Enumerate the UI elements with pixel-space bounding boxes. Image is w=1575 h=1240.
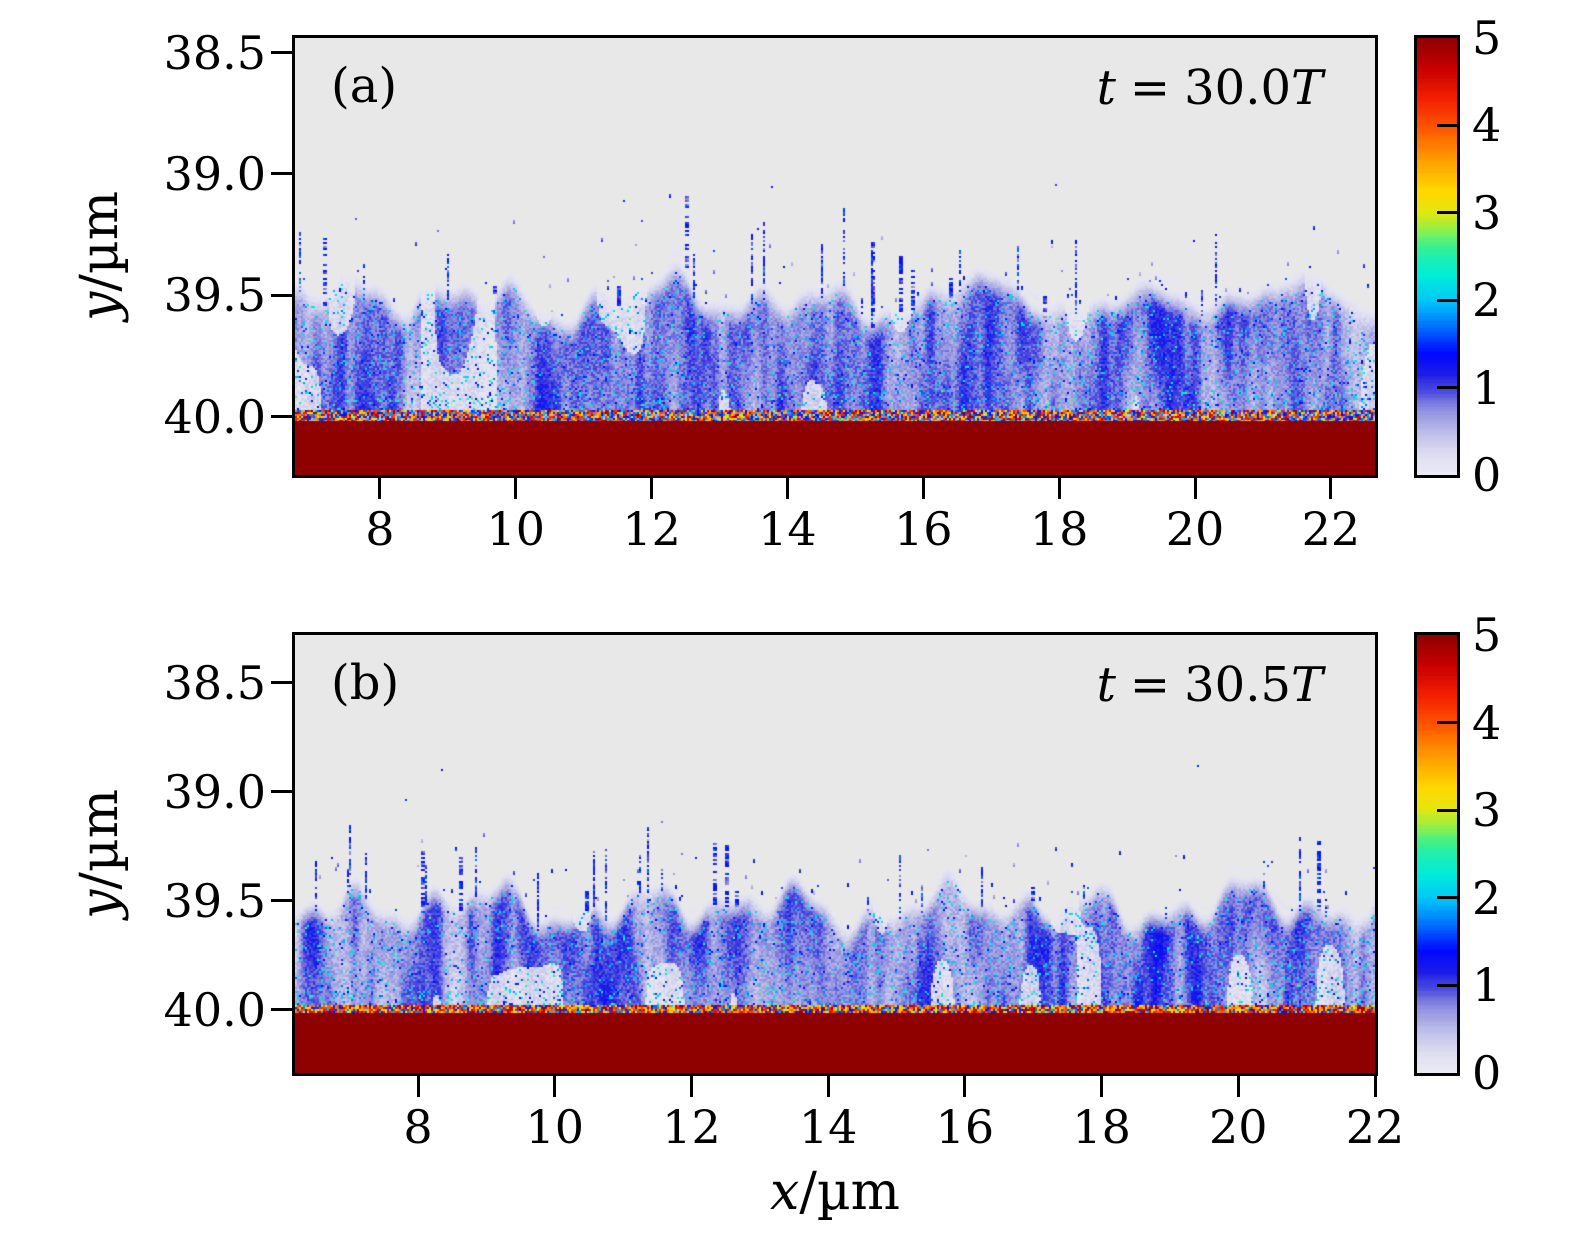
panel-b-time-annotation: t = 30.5T	[1097, 657, 1323, 713]
colorbar-label-b: 5	[1472, 608, 1502, 662]
y-tick-a	[271, 51, 292, 55]
heatmap-canvas-a	[295, 38, 1375, 475]
x-axis-unit: /µm	[799, 1162, 900, 1222]
x-tick-b	[1100, 1076, 1104, 1097]
y-tick-label-a: 39.5	[163, 268, 266, 323]
colorbar-tick-a	[1437, 386, 1460, 390]
x-tick-label-a: 22	[1301, 502, 1361, 556]
panel-a-time-annotation: t = 30.0T	[1097, 60, 1323, 116]
x-axis-var: x	[770, 1162, 800, 1222]
x-tick-label-a: 20	[1165, 502, 1225, 556]
x-tick-a	[921, 478, 925, 499]
colorbar-label-b: 3	[1472, 783, 1502, 838]
y-tick-b	[271, 899, 292, 903]
y-tick-label-b: 40.0	[163, 982, 266, 1037]
x-tick-label-a: 8	[365, 502, 395, 556]
time-value-a: 30.0	[1184, 60, 1291, 116]
x-tick-label-b: 10	[525, 1100, 585, 1154]
x-tick-b	[553, 1076, 557, 1097]
x-tick-a	[1193, 478, 1197, 499]
panel-a-label: (a)	[331, 58, 397, 114]
y-tick-a	[271, 415, 292, 419]
colorbar-canvas-a	[1417, 38, 1457, 475]
heatmap-canvas-b	[295, 635, 1375, 1073]
x-tick-a	[1329, 478, 1333, 499]
colorbar-label-a: 4	[1472, 98, 1502, 153]
colorbar-tick-b	[1437, 721, 1460, 725]
colorbar-tick-b	[1437, 983, 1460, 987]
colorbar-tick-a	[1437, 211, 1460, 215]
x-tick-label-b: 14	[798, 1100, 858, 1154]
x-tick-label-a: 12	[622, 502, 681, 556]
colorbar-b	[1414, 632, 1460, 1076]
panel-b-label-text: (b)	[331, 655, 400, 711]
panel-b-label: (b)	[331, 655, 399, 711]
y-tick-label-a: 38.5	[163, 25, 266, 80]
x-tick-b	[1373, 1076, 1377, 1097]
colorbar-label-b: 0	[1472, 1046, 1502, 1100]
colorbar-label-b: 1	[1472, 958, 1502, 1013]
x-tick-label-b: 16	[935, 1100, 995, 1154]
x-tick-a	[650, 478, 654, 499]
colorbar-label-a: 3	[1472, 185, 1502, 240]
colorbar-tick-b	[1437, 808, 1460, 812]
x-tick-label-b: 12	[662, 1100, 721, 1154]
y-tick-label-b: 39.0	[163, 764, 266, 819]
y-tick-label-b: 38.5	[163, 655, 266, 710]
y-tick-label-b: 39.5	[163, 873, 266, 928]
colorbar-label-a: 5	[1472, 11, 1502, 65]
x-tick-b	[963, 1076, 967, 1097]
time-unit-a: T	[1290, 60, 1323, 116]
x-tick-label-a: 16	[894, 502, 953, 556]
x-tick-b	[826, 1076, 830, 1097]
y-tick-label-a: 40.0	[163, 389, 266, 444]
x-tick-b	[416, 1076, 420, 1097]
time-equals-b: =	[1129, 657, 1171, 713]
x-tick-a	[1057, 478, 1061, 499]
x-tick-a	[785, 478, 789, 499]
panel-a-label-text: (a)	[331, 58, 398, 114]
panel-b-plot-area: (b) t = 30.5T	[292, 632, 1378, 1076]
x-tick-a	[514, 478, 518, 499]
x-axis-title: x/µm	[770, 1162, 900, 1222]
y-tick-label-a: 39.0	[163, 146, 266, 201]
y-tick-a	[271, 172, 292, 176]
x-tick-label-b: 8	[403, 1100, 433, 1154]
time-variable-a: t	[1096, 60, 1116, 116]
colorbar-tick-b	[1437, 896, 1460, 900]
colorbar-label-a: 0	[1472, 448, 1502, 502]
x-tick-label-a: 18	[1029, 502, 1089, 556]
x-tick-label-a: 14	[758, 502, 817, 556]
colorbar-label-a: 2	[1472, 273, 1502, 328]
y-tick-b	[271, 681, 292, 685]
x-tick-label-b: 18	[1072, 1100, 1131, 1154]
time-unit-b: T	[1290, 657, 1323, 713]
x-tick-label-b: 22	[1345, 1100, 1405, 1154]
colorbar-a	[1414, 35, 1460, 478]
colorbar-tick-a	[1437, 123, 1460, 127]
time-equals-a: =	[1129, 60, 1171, 116]
colorbar-canvas-b	[1417, 635, 1457, 1073]
time-variable-b: t	[1096, 657, 1116, 713]
y-tick-b	[271, 1008, 292, 1012]
colorbar-label-a: 1	[1472, 360, 1502, 415]
x-tick-b	[689, 1076, 693, 1097]
panel-a-plot-area: (a) t = 30.0T	[292, 35, 1378, 478]
time-value-b: 30.5	[1184, 657, 1291, 713]
y-tick-b	[271, 790, 292, 794]
x-tick-a	[378, 478, 382, 499]
colorbar-label-b: 4	[1472, 695, 1502, 750]
x-tick-b	[1236, 1076, 1240, 1097]
x-tick-label-a: 10	[486, 502, 546, 556]
colorbar-label-b: 2	[1472, 870, 1502, 925]
x-tick-label-b: 20	[1209, 1100, 1268, 1154]
y-tick-a	[271, 293, 292, 297]
colorbar-tick-a	[1437, 298, 1460, 302]
